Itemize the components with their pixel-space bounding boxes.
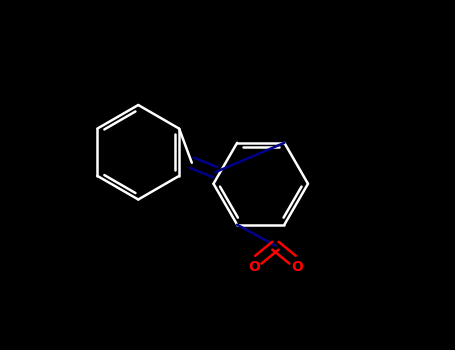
Text: O: O bbox=[291, 260, 303, 274]
Text: O: O bbox=[248, 260, 260, 274]
